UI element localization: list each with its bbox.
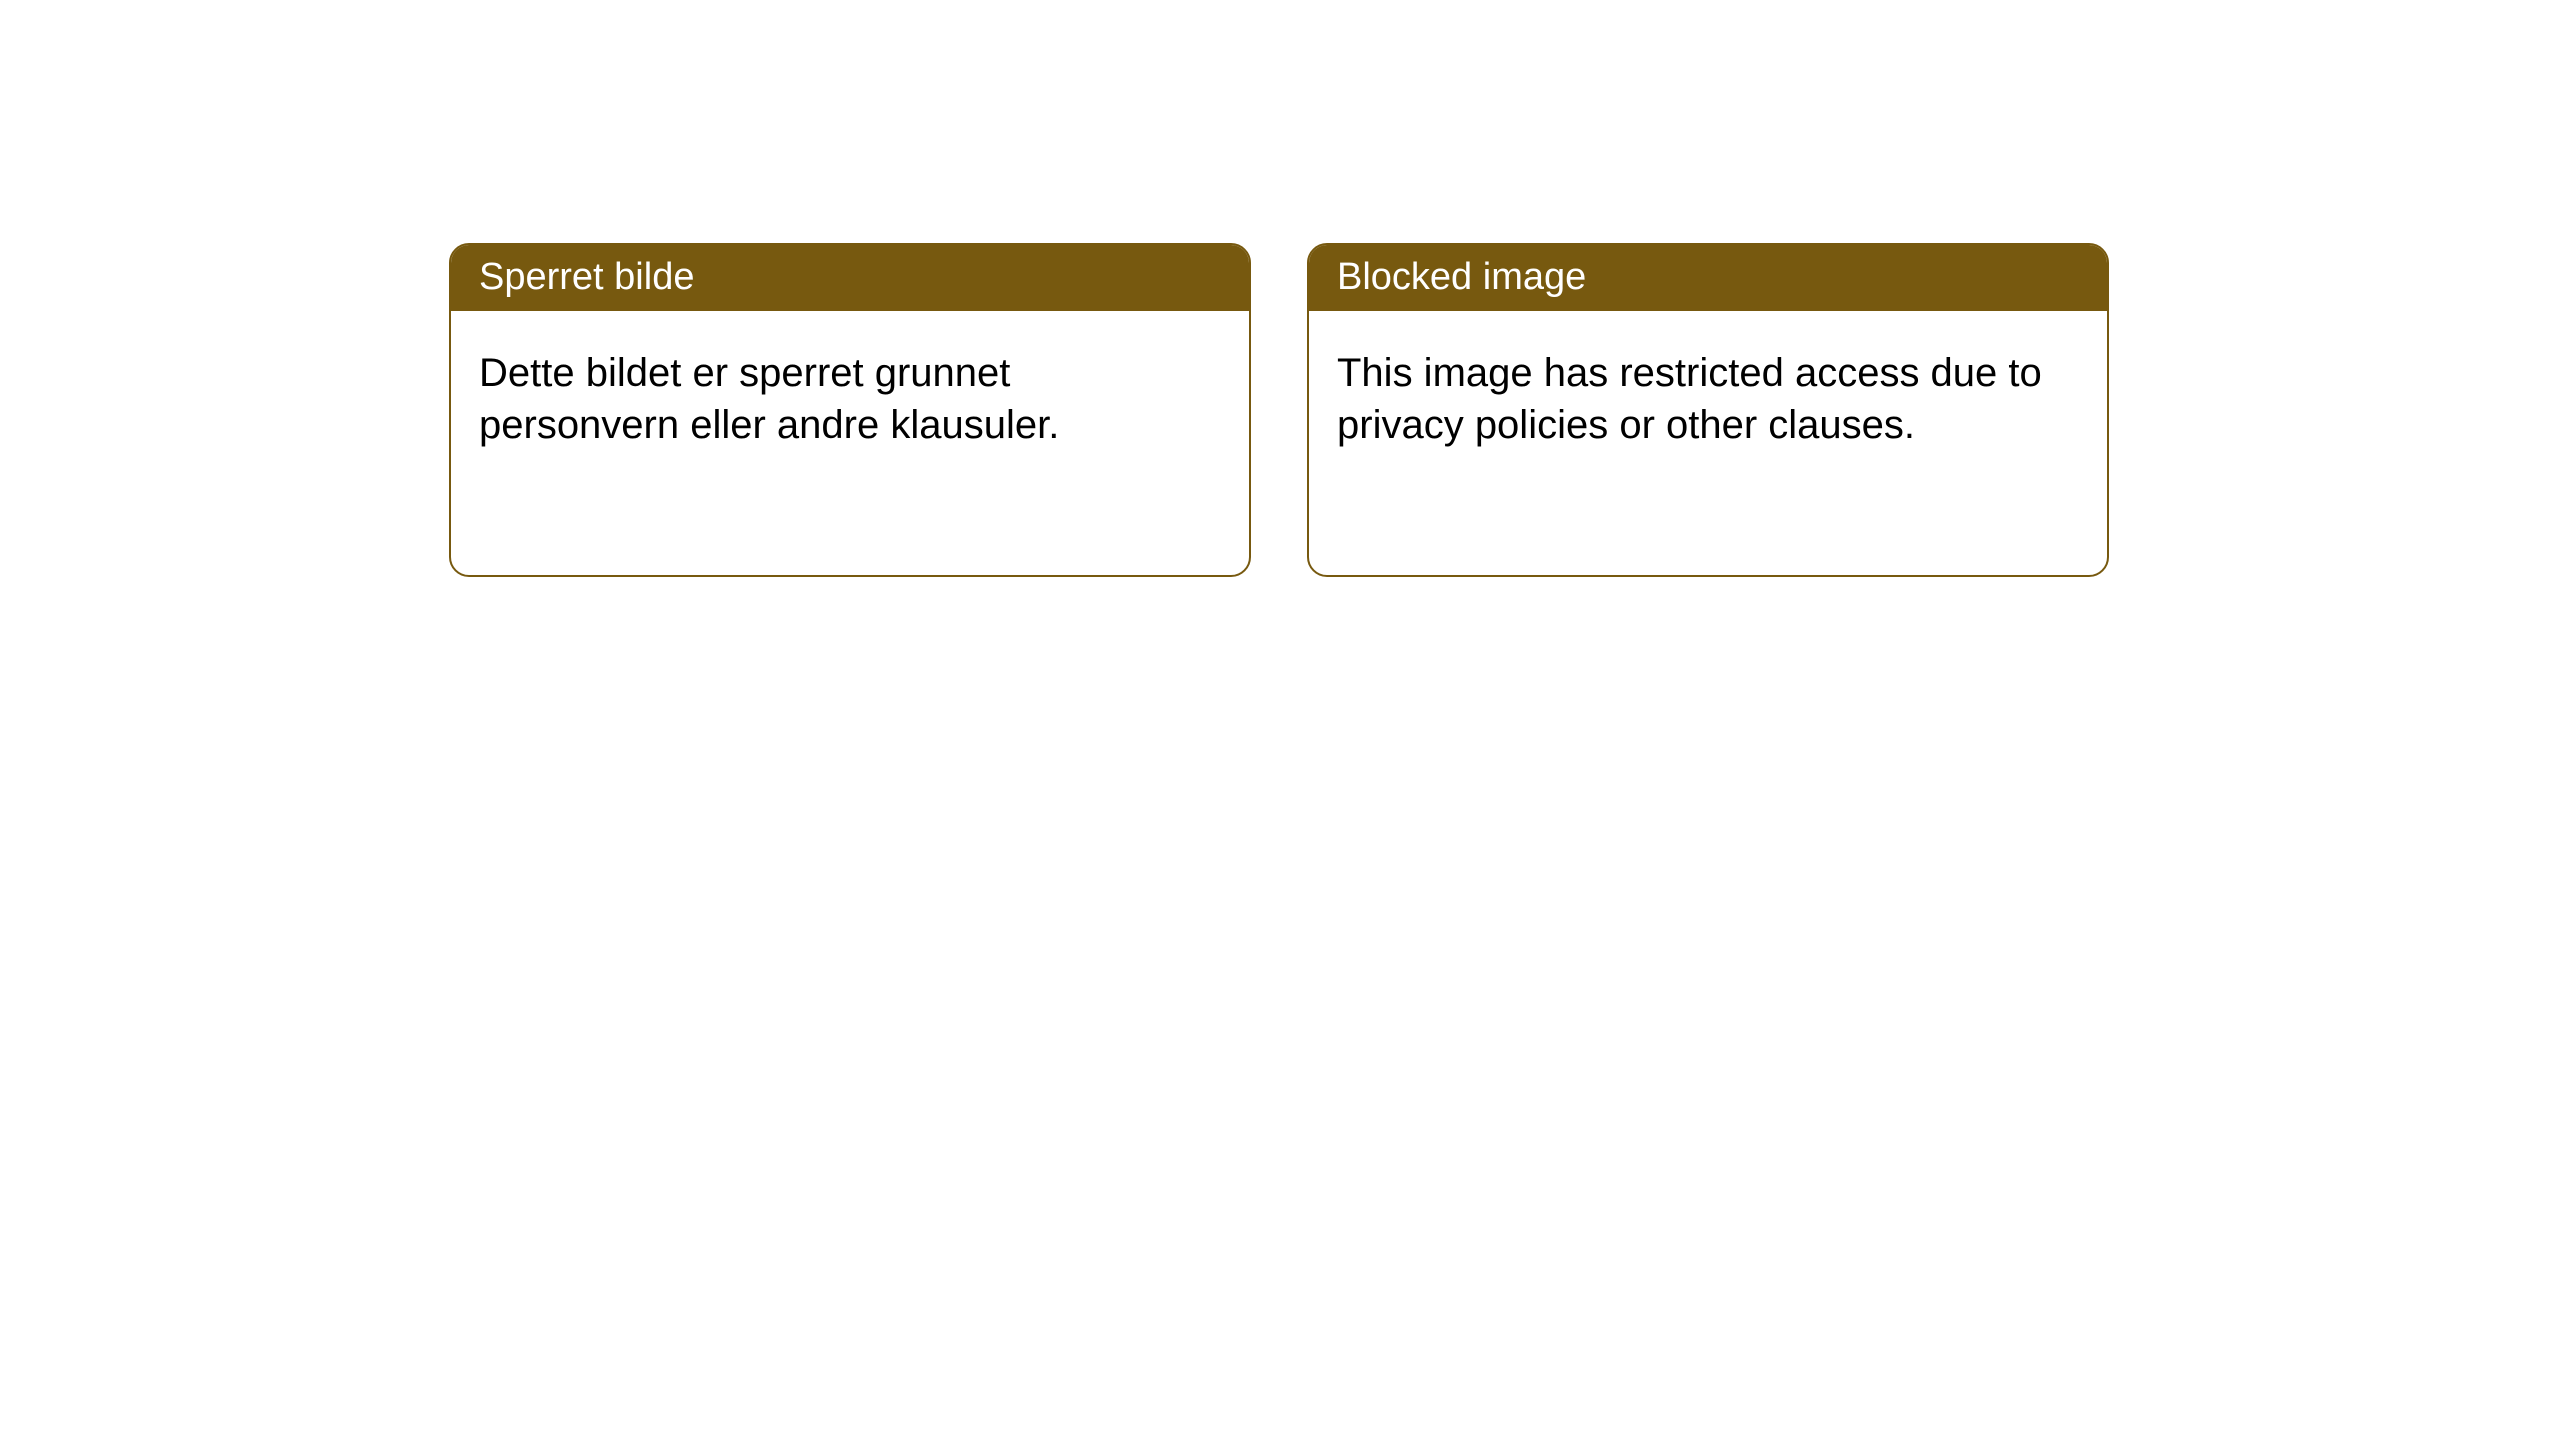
notice-title-english: Blocked image [1309, 245, 2107, 311]
notice-body-english: This image has restricted access due to … [1309, 311, 2107, 487]
notice-card-norwegian: Sperret bilde Dette bildet er sperret gr… [449, 243, 1251, 577]
notice-card-english: Blocked image This image has restricted … [1307, 243, 2109, 577]
notice-title-norwegian: Sperret bilde [451, 245, 1249, 311]
notice-body-norwegian: Dette bildet er sperret grunnet personve… [451, 311, 1249, 487]
notice-container: Sperret bilde Dette bildet er sperret gr… [0, 0, 2560, 577]
